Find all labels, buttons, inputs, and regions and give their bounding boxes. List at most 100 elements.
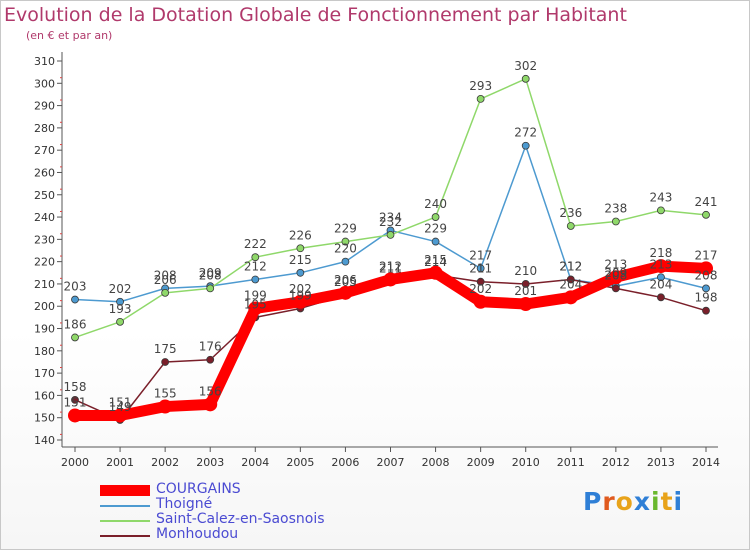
data-label: 302 <box>514 59 537 73</box>
data-point <box>657 273 665 282</box>
y-tick-label: 190 <box>34 323 55 336</box>
data-label: 293 <box>469 79 492 93</box>
data-point <box>206 284 215 293</box>
data-label: 205 <box>334 275 357 289</box>
data-point <box>521 74 530 83</box>
data-label: 211 <box>469 262 492 276</box>
y-tick-label: 220 <box>34 256 55 269</box>
y-tick-label: 290 <box>34 100 55 113</box>
legend-swatch-3 <box>100 535 150 537</box>
y-tick-label: 160 <box>34 389 55 402</box>
data-label: 203 <box>64 280 87 294</box>
legend-item-0: COURGAINS <box>100 481 380 498</box>
data-point <box>653 259 668 274</box>
data-point <box>341 257 350 266</box>
data-point <box>566 275 575 284</box>
data-point <box>383 272 398 287</box>
y-tick-label: 240 <box>34 211 55 224</box>
data-point <box>657 293 665 302</box>
data-label: 214 <box>424 255 447 269</box>
data-label: 186 <box>64 317 87 331</box>
data-point <box>702 210 710 219</box>
y-tick-label: 270 <box>34 144 55 157</box>
legend-swatch-0 <box>100 485 150 496</box>
data-point <box>657 206 665 215</box>
x-tick-label: 2009 <box>467 456 495 469</box>
data-label: 229 <box>334 222 357 236</box>
data-label: 243 <box>649 190 672 204</box>
data-label: 155 <box>154 387 177 401</box>
chart-subtitle: (en € et par an) <box>26 29 113 42</box>
data-point <box>521 141 530 150</box>
data-point <box>161 358 170 366</box>
data-point <box>161 288 170 297</box>
data-label: 212 <box>559 259 582 273</box>
data-label: 202 <box>289 282 312 296</box>
data-point <box>206 355 215 364</box>
data-label: 209 <box>604 266 627 280</box>
data-label: 226 <box>289 228 312 242</box>
data-point <box>203 397 218 412</box>
x-tick-label: 2014 <box>692 456 720 469</box>
x-tick-label: 2011 <box>557 456 585 469</box>
data-label: 209 <box>199 266 222 280</box>
data-label: 212 <box>559 259 582 273</box>
data-point <box>341 237 350 246</box>
data-label: 156 <box>199 384 222 398</box>
y-tick-label: 150 <box>34 412 55 425</box>
legend-item-2: Saint-Calez-en-Saosnois <box>100 511 380 528</box>
data-point <box>251 275 260 284</box>
data-label: 217 <box>695 248 718 262</box>
data-point <box>431 213 440 221</box>
data-label: 206 <box>154 273 177 287</box>
data-point <box>521 280 530 288</box>
data-label: 212 <box>379 259 402 273</box>
data-point <box>518 297 533 312</box>
x-tick-label: 2001 <box>106 456 134 469</box>
y-tick-label: 200 <box>34 300 55 313</box>
data-point <box>563 290 578 305</box>
data-label: 238 <box>604 202 627 216</box>
x-tick-label: 2012 <box>602 456 630 469</box>
data-label: 149 <box>109 400 132 414</box>
data-point <box>116 297 124 306</box>
y-tick-label: 250 <box>34 189 55 202</box>
data-label: 232 <box>379 215 402 229</box>
data-label: 175 <box>154 342 177 356</box>
data-point <box>296 268 305 277</box>
x-tick-label: 2007 <box>377 456 405 469</box>
data-point <box>71 295 79 304</box>
data-label: 193 <box>109 302 132 316</box>
data-point <box>158 399 173 414</box>
data-point <box>248 301 263 316</box>
y-tick-label: 210 <box>34 278 55 291</box>
data-point <box>476 264 485 273</box>
data-label: 212 <box>244 259 267 273</box>
data-point <box>702 306 710 315</box>
data-point <box>699 261 713 276</box>
legend-item-3: Monhoudou <box>100 526 380 543</box>
data-label: 208 <box>199 268 222 282</box>
data-point <box>293 294 308 309</box>
logo-letter: i <box>673 487 684 516</box>
data-point <box>71 333 79 342</box>
y-tick-label: 280 <box>34 122 55 135</box>
x-tick-label: 2006 <box>331 456 359 469</box>
y-tick-label: 300 <box>34 77 55 90</box>
data-label: 202 <box>109 282 132 296</box>
data-point <box>611 284 620 293</box>
data-label: 217 <box>469 248 492 262</box>
data-point <box>71 395 79 404</box>
x-tick-label: 2002 <box>151 456 179 469</box>
legend-swatch-2 <box>100 520 150 522</box>
data-label: 206 <box>334 273 357 287</box>
proxiti-logo: Proxiti <box>583 487 683 516</box>
series-layer <box>68 74 713 424</box>
data-label: 236 <box>559 206 582 220</box>
data-point <box>251 253 260 262</box>
data-label: 213 <box>604 257 627 271</box>
data-label: 234 <box>379 210 402 224</box>
data-point <box>296 244 305 253</box>
data-label: 199 <box>289 288 312 302</box>
